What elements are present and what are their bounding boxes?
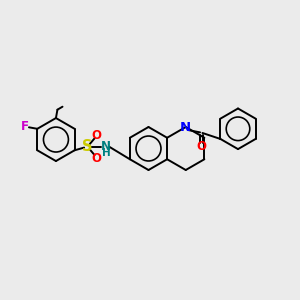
Text: O: O	[92, 129, 102, 142]
Text: O: O	[92, 152, 102, 165]
Text: O: O	[196, 140, 206, 153]
Text: N: N	[180, 121, 191, 134]
Text: F: F	[21, 120, 29, 133]
Text: H: H	[102, 148, 111, 158]
Text: N: N	[100, 140, 111, 153]
Text: S: S	[82, 139, 92, 154]
